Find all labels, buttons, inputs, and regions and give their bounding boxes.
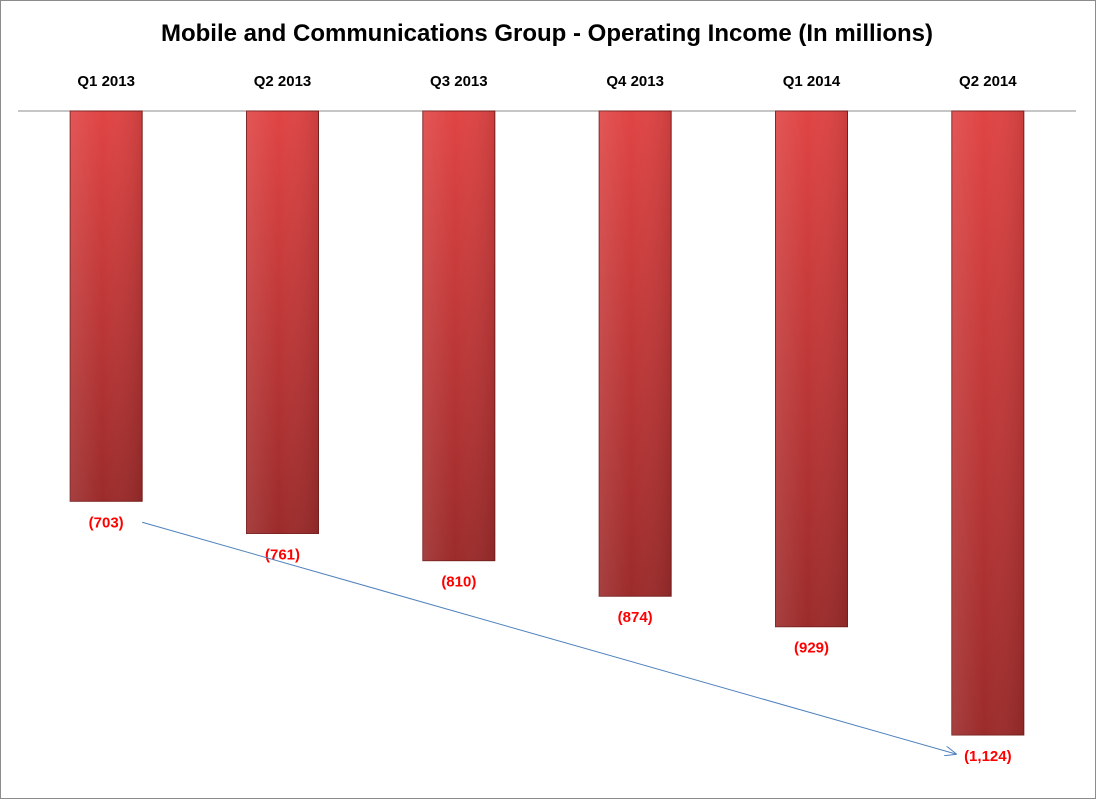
bar-shading-q2-2014 — [951, 111, 1024, 735]
data-label-q2-2014: (1,124) — [964, 748, 1012, 765]
category-label-q3-2013: Q3 2013 — [430, 73, 488, 90]
annotation-layer — [142, 521, 956, 754]
labels-layer: Q1 2013 (703) Q2 2013 (761) Q3 2013 (810) Q4 2… — [77, 73, 1017, 765]
bar-shading-q4-2013 — [599, 111, 672, 597]
bar-shading-q2-2013 — [246, 111, 319, 534]
category-label-q4-2013: Q4 2013 — [606, 73, 664, 90]
data-label-q2-2013: (761) — [265, 546, 300, 563]
trend-arrow — [142, 521, 956, 754]
category-label-q2-2014: Q2 2014 — [959, 73, 1017, 90]
data-label-q3-2013: (810) — [441, 574, 476, 591]
category-label-q1-2013: Q1 2013 — [77, 73, 135, 90]
data-label-q1-2014: (929) — [794, 640, 829, 657]
chart-title: Mobile and Communications Group - Operat… — [161, 20, 933, 47]
bars-layer — [69, 110, 1025, 736]
category-label-q1-2014: Q1 2014 — [783, 73, 841, 90]
bar-shading-q1-2014 — [775, 111, 848, 627]
bar-shading-q3-2013 — [422, 111, 495, 561]
category-label-q2-2013: Q2 2013 — [254, 73, 312, 90]
bar-shading-q1-2013 — [70, 111, 143, 502]
data-label-q1-2013: (703) — [89, 514, 124, 531]
data-label-q4-2013: (874) — [618, 609, 653, 626]
